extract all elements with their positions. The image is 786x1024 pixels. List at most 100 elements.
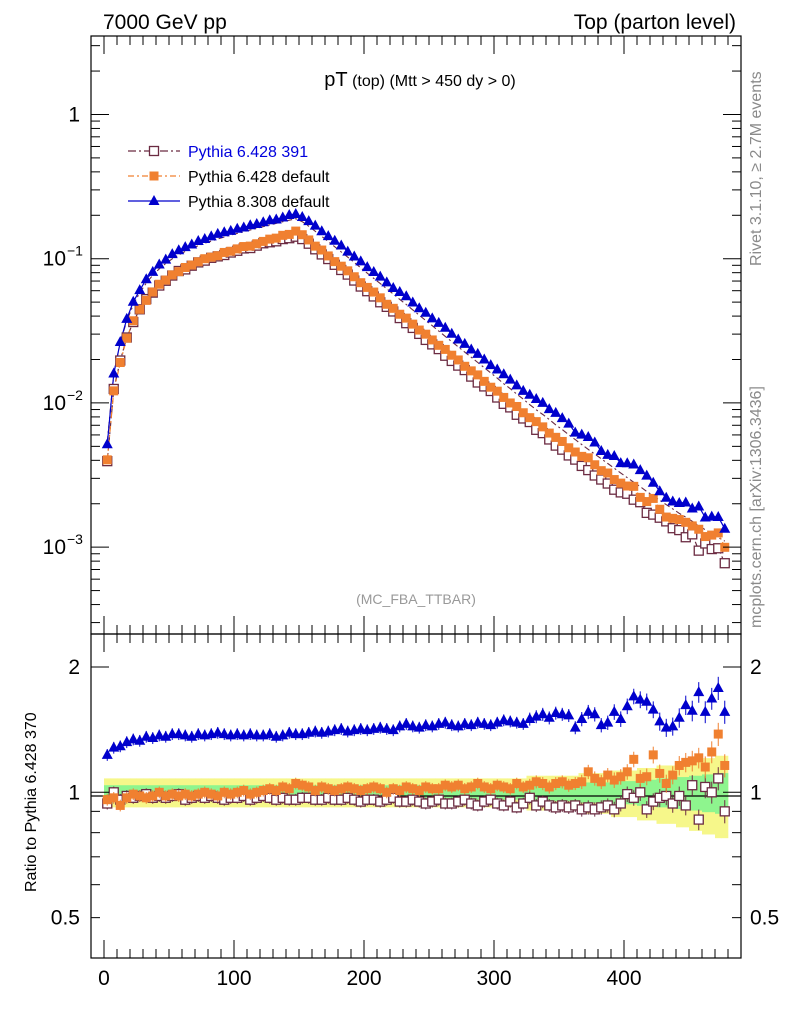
legend: Pythia 6.428 391 Pythia 6.428 default Pyth… (128, 144, 330, 211)
legend-label-0: Pythia 6.428 391 (188, 144, 308, 161)
main-point-1 (252, 239, 262, 249)
band-inner (474, 785, 482, 800)
main-point-1 (304, 235, 314, 245)
ratio-point-1 (187, 791, 197, 801)
main-point-2 (582, 431, 594, 442)
ratio-point-0 (713, 773, 724, 784)
ratio-point-2 (407, 720, 419, 731)
band-inner (572, 783, 579, 802)
main-point-2 (452, 333, 464, 344)
main-point-2 (433, 316, 445, 327)
main-point-1 (154, 279, 164, 289)
band-inner (650, 779, 657, 806)
ratio-point-2 (192, 728, 204, 739)
main-point-0 (719, 558, 730, 569)
main-point-1 (382, 299, 392, 309)
main-point-2 (634, 464, 646, 475)
main-point-1 (213, 251, 223, 261)
main-point-2 (654, 485, 666, 496)
main-point-2 (303, 215, 315, 226)
main-markers (101, 207, 731, 569)
main-point-2 (498, 368, 510, 379)
ratio-point-1 (486, 784, 496, 794)
ratio-point-2 (608, 705, 620, 716)
main-point-2 (537, 396, 549, 407)
xtick-label: 100 (216, 967, 251, 990)
main-point-2 (439, 321, 451, 332)
band-inner (585, 782, 592, 803)
main-point-2 (329, 234, 341, 245)
ratio-point-1 (317, 782, 327, 792)
ratio-point-2 (478, 717, 490, 728)
ratio-point-1 (408, 784, 418, 794)
main-point-1 (655, 504, 665, 514)
main-point-2 (485, 359, 497, 370)
main-point-1 (512, 401, 522, 411)
ratio-point-2 (420, 719, 432, 730)
ratio-point-0 (518, 798, 529, 809)
ratio-point-2 (335, 722, 347, 733)
ratio-point-1 (304, 782, 314, 792)
main-point-1 (616, 478, 626, 488)
legend-marker-0 (148, 145, 160, 157)
main-ytick-label: 10 (43, 536, 66, 559)
main-point-1 (219, 247, 229, 257)
main-point-2 (602, 448, 614, 459)
ratio-point-2 (582, 705, 594, 716)
ratio-point-0 (615, 798, 626, 809)
ratio-point-2 (550, 707, 562, 718)
band-inner (539, 783, 547, 802)
ratio-point-1 (596, 777, 606, 787)
band-inner (669, 778, 677, 808)
ratio-point-1 (700, 762, 710, 772)
ratio-point-1 (447, 782, 457, 792)
ratio-point-1 (681, 757, 691, 767)
main-point-1 (284, 229, 294, 239)
ratio-point-1 (570, 778, 580, 788)
ratio-point-1 (219, 787, 229, 797)
main-point-1 (395, 309, 405, 319)
main-point-2 (556, 412, 568, 423)
ratio-point-2 (511, 716, 523, 727)
ratio-ytick-label: 2 (68, 656, 80, 679)
main-point-2 (589, 436, 601, 447)
ratio-point-2 (127, 733, 139, 744)
main-point-2 (290, 207, 302, 218)
main-point-2 (355, 255, 367, 266)
main-point-1 (577, 451, 587, 461)
main-point-2 (550, 406, 562, 417)
main-point-1 (174, 267, 184, 277)
header-right: Top (parton level) (574, 11, 736, 34)
ratio-point-1 (135, 791, 145, 801)
main-point-1 (401, 313, 411, 323)
ratio-point-1 (375, 784, 385, 794)
main-point-1 (349, 272, 359, 282)
ratio-point-1 (421, 782, 431, 792)
main-point-2 (660, 491, 672, 502)
main-point-1 (421, 329, 431, 339)
ratio-point-1 (512, 778, 522, 788)
ratio-point-1 (278, 782, 288, 792)
main-point-2 (199, 232, 211, 243)
main-point-1 (440, 344, 450, 354)
ratio-point-2 (179, 729, 191, 740)
main-point-2 (511, 379, 523, 390)
main-point-1 (297, 230, 307, 240)
ratio-point-2 (706, 692, 718, 703)
main-point-1 (278, 230, 288, 240)
ratio-point-1 (193, 789, 203, 799)
ratio-point-1 (382, 787, 392, 797)
main-point-2 (641, 469, 653, 480)
ratio-point-2 (569, 721, 581, 732)
main-point-1 (492, 386, 502, 396)
ratio-point-1 (629, 754, 639, 764)
main-point-2 (478, 353, 490, 364)
main-point-1 (109, 386, 119, 396)
main-point-1 (193, 257, 203, 267)
ratio-point-1 (232, 787, 242, 797)
main-point-1 (609, 475, 619, 485)
band-inner (292, 785, 300, 800)
ratio-point-1 (707, 747, 717, 757)
ratio-ytick-label-right: 2 (750, 656, 762, 679)
reference-curve-upper (106, 218, 726, 542)
